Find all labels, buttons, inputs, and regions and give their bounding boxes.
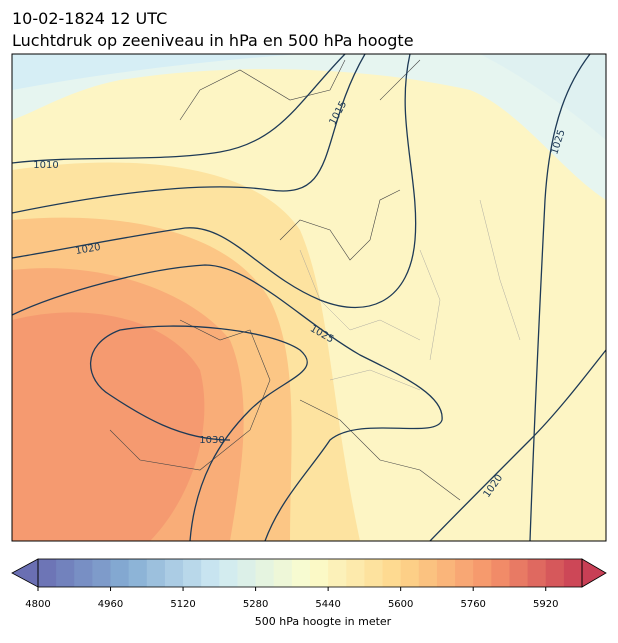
colorbar-segment bbox=[201, 559, 220, 587]
colorbar-segment bbox=[128, 559, 148, 587]
colorbar-segment bbox=[273, 559, 293, 587]
colorbar-segment bbox=[74, 559, 93, 587]
colorbar-tick-label: 5440 bbox=[315, 599, 340, 610]
colorbar-segment bbox=[56, 559, 75, 587]
colorbar-segment bbox=[509, 559, 529, 587]
colorbar-segment bbox=[545, 559, 565, 587]
colorbar-segment bbox=[491, 559, 510, 587]
colorbar-segment bbox=[400, 559, 420, 587]
colorbar-segment bbox=[291, 559, 311, 587]
map-frame bbox=[11, 53, 607, 542]
colorbar-segment bbox=[563, 559, 583, 587]
colorbar-segment bbox=[146, 559, 166, 587]
colorbar-extend-high bbox=[581, 558, 607, 588]
colorbar-segment bbox=[110, 559, 130, 587]
colorbar-label: 500 hPa hoogte in meter bbox=[255, 615, 392, 628]
title: 10-02-1824 12 UTC bbox=[12, 9, 167, 28]
colorbar-tick-label: 5760 bbox=[460, 599, 485, 610]
map: 1010 1015 1020 1025 1025 1030 1020 bbox=[12, 54, 606, 541]
colorbar-segment bbox=[164, 559, 184, 587]
colorbar-tick-label: 4960 bbox=[98, 599, 123, 610]
colorbar-segment bbox=[310, 559, 329, 587]
colorbar-frame bbox=[37, 558, 583, 588]
colorbar-extend-low bbox=[11, 558, 39, 588]
isobar-label: 1020 bbox=[75, 242, 102, 257]
colorbar-segment bbox=[436, 559, 456, 587]
colorbar-segment bbox=[183, 559, 202, 587]
colorbar-segment bbox=[237, 559, 257, 587]
colorbar-tick-label: 5280 bbox=[243, 599, 268, 610]
isobar-label: 1030 bbox=[199, 435, 224, 446]
isobar-label: 1010 bbox=[33, 160, 58, 171]
colorbar-segment bbox=[382, 559, 402, 587]
colorbar-segment bbox=[346, 559, 365, 587]
colorbar-segment bbox=[38, 559, 57, 587]
colorbar-tick-label: 4800 bbox=[25, 599, 50, 610]
colorbar-segment bbox=[328, 559, 347, 587]
colorbar-tick-label: 5920 bbox=[533, 599, 558, 610]
colorbar-tick-label: 5120 bbox=[170, 599, 195, 610]
colorbar: 4800 4960 5120 5280 5440 5600 5760 5920 bbox=[11, 558, 607, 610]
colorbar-segment bbox=[255, 559, 275, 587]
colorbar-segment bbox=[455, 559, 474, 587]
colorbar-segment bbox=[418, 559, 438, 587]
colorbar-segment bbox=[364, 559, 384, 587]
colorbar-segment bbox=[92, 559, 112, 587]
colorbar-segment bbox=[527, 559, 547, 587]
colorbar-segment bbox=[473, 559, 492, 587]
colorbar-tick-label: 5600 bbox=[388, 599, 413, 610]
colorbar-segment bbox=[219, 559, 238, 587]
subtitle: Luchtdruk op zeeniveau in hPa en 500 hPa… bbox=[12, 31, 414, 50]
